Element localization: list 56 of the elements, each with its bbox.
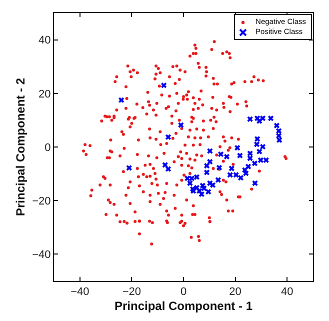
point bbox=[198, 191, 204, 197]
point bbox=[256, 148, 262, 154]
x-tick-label: 20 bbox=[229, 286, 242, 298]
point bbox=[126, 165, 132, 171]
point bbox=[216, 164, 222, 170]
x-tick-label: 40 bbox=[280, 286, 294, 298]
point bbox=[228, 166, 234, 172]
point bbox=[187, 180, 193, 186]
y-axis-title: Principal Component - 2 bbox=[13, 78, 28, 216]
y-tick-label: 40 bbox=[38, 34, 51, 47]
point bbox=[276, 137, 282, 143]
point bbox=[165, 166, 172, 172]
point bbox=[210, 182, 216, 188]
point bbox=[254, 142, 260, 148]
x-tick-label: −40 bbox=[70, 286, 90, 298]
point bbox=[207, 148, 213, 154]
point bbox=[252, 180, 258, 186]
point bbox=[218, 151, 224, 158]
point bbox=[201, 185, 207, 192]
point bbox=[118, 97, 124, 103]
point bbox=[254, 136, 260, 142]
point bbox=[274, 122, 280, 128]
point bbox=[247, 150, 253, 156]
point bbox=[204, 170, 210, 176]
point bbox=[227, 172, 233, 178]
x-tick-label: −20 bbox=[122, 286, 142, 298]
point bbox=[165, 134, 172, 140]
point bbox=[224, 154, 230, 160]
point bbox=[206, 188, 212, 195]
point bbox=[233, 172, 239, 178]
point bbox=[178, 122, 184, 128]
y-tick-label: 0 bbox=[44, 142, 51, 154]
point bbox=[194, 174, 200, 180]
point bbox=[258, 157, 264, 163]
point bbox=[247, 116, 253, 122]
point bbox=[234, 144, 240, 151]
point bbox=[276, 128, 282, 134]
point bbox=[237, 152, 243, 158]
point bbox=[245, 164, 252, 170]
point bbox=[252, 160, 258, 166]
y-tick-label: −40 bbox=[32, 249, 51, 262]
y-tick-label: −20 bbox=[32, 195, 51, 208]
x-tick-label: 0 bbox=[180, 286, 187, 298]
y-tick-label: 20 bbox=[38, 88, 51, 100]
point bbox=[243, 170, 249, 176]
point bbox=[247, 155, 253, 162]
x-axis-title: Principal Component - 1 bbox=[114, 299, 253, 314]
point bbox=[161, 82, 167, 88]
point bbox=[238, 175, 244, 181]
point bbox=[215, 177, 222, 183]
point bbox=[263, 157, 269, 163]
point bbox=[256, 118, 262, 124]
point bbox=[207, 158, 213, 165]
point bbox=[204, 162, 210, 169]
point bbox=[260, 144, 266, 150]
point bbox=[268, 116, 274, 122]
